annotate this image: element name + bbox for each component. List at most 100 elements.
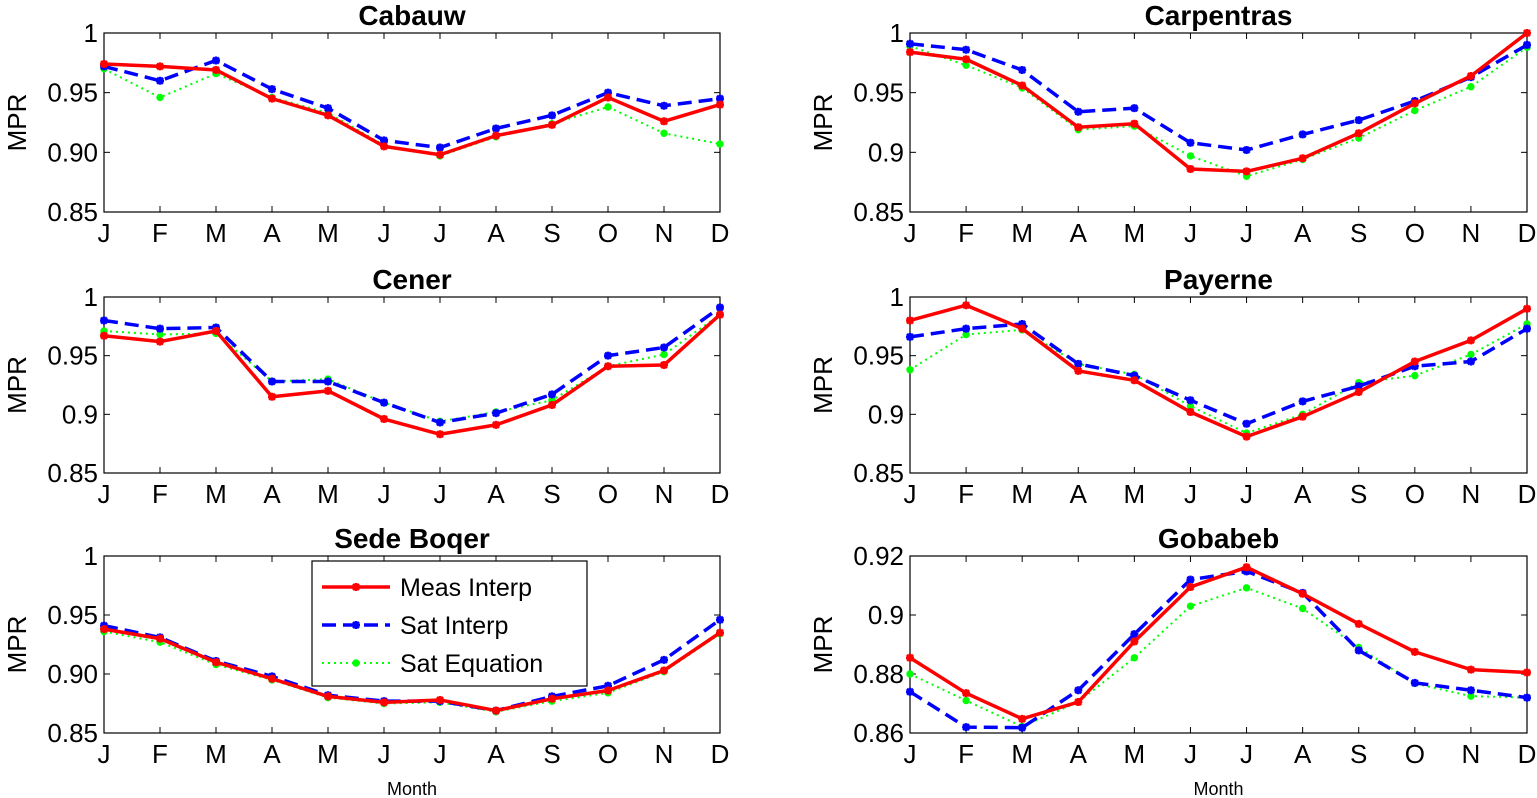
x-tick-label: S xyxy=(543,739,560,769)
x-tick-label: A xyxy=(1070,479,1088,509)
subplot-cabauw: Cabauw MPR 0.85 0.90 0.95 1 J F M A M J J A S O N D xyxy=(2,0,729,248)
data-point-meas-interp xyxy=(1130,119,1139,128)
x-tick-label: M xyxy=(1124,479,1146,509)
data-point-sat-equation xyxy=(962,696,970,705)
y-axis-label: MPR xyxy=(808,94,838,152)
x-tick-label: D xyxy=(1518,479,1537,509)
data-point-sat-interp xyxy=(1410,678,1419,687)
x-tick-label: D xyxy=(1518,218,1537,248)
x-tick-label: F xyxy=(152,479,168,509)
data-point-sat-interp xyxy=(1242,567,1251,576)
series-meas-interp xyxy=(100,310,724,439)
y-tick-label: 0.9 xyxy=(62,399,98,429)
data-point-meas-interp xyxy=(1018,714,1027,723)
y-tick-label: 0.95 xyxy=(853,341,904,371)
series-line-sat-interp xyxy=(909,322,1528,426)
y-axis-label: MPR xyxy=(2,94,32,152)
legend-marker-meas-interp xyxy=(352,583,360,591)
data-point-meas-interp xyxy=(380,142,388,151)
data-point-meas-interp xyxy=(1130,637,1139,646)
x-tick-label: J xyxy=(434,739,447,769)
data-point-sat-interp xyxy=(604,681,612,690)
data-point-sat-interp xyxy=(492,124,500,133)
data-point-meas-interp xyxy=(1130,376,1139,385)
data-point-sat-equation xyxy=(1242,584,1251,592)
data-point-sat-interp xyxy=(1466,357,1475,366)
x-tick-label: A xyxy=(263,218,281,248)
data-point-sat-interp xyxy=(660,101,668,110)
legend-marker-sat-equation xyxy=(352,659,360,667)
y-tick-label: 1 xyxy=(84,282,98,312)
data-point-sat-interp xyxy=(1523,324,1531,333)
panel-title: Cener xyxy=(372,264,451,295)
series-meas-interp xyxy=(100,60,724,159)
data-point-sat-interp xyxy=(156,76,164,85)
data-point-sat-interp xyxy=(1242,145,1251,154)
y-tick-label: 0.90 xyxy=(47,137,98,167)
x-tick-label: S xyxy=(543,218,560,248)
data-point-meas-interp xyxy=(380,415,388,424)
data-point-sat-equation xyxy=(1411,371,1419,380)
data-point-sat-interp xyxy=(1130,630,1139,639)
x-tick-label: S xyxy=(1350,479,1367,509)
data-point-meas-interp xyxy=(436,430,444,439)
subplot-payerne: Payerne MPR 0.85 0.9 0.95 1 J F M A M J J A S O N D xyxy=(808,264,1536,509)
x-tick-label: M xyxy=(317,479,339,509)
y-tick-label: 0.95 xyxy=(47,341,98,371)
data-point-meas-interp xyxy=(1410,357,1419,366)
data-point-sat-interp xyxy=(716,303,724,312)
data-point-meas-interp xyxy=(548,120,556,129)
x-tick-label: F xyxy=(152,218,168,248)
y-tick-label: 0.86 xyxy=(853,718,904,748)
x-tick-label: S xyxy=(543,479,560,509)
data-point-sat-interp xyxy=(962,324,971,333)
x-tick-label: N xyxy=(1462,479,1481,509)
data-point-meas-interp xyxy=(156,634,164,643)
x-tick-label: A xyxy=(1294,218,1312,248)
x-tick-label: N xyxy=(1462,739,1481,769)
x-tick-label: F xyxy=(958,739,974,769)
data-point-sat-interp xyxy=(962,723,971,732)
y-tick-label: 0.88 xyxy=(853,659,904,689)
x-tick-label: M xyxy=(1124,739,1146,769)
x-tick-label: J xyxy=(1240,479,1253,509)
data-point-meas-interp xyxy=(1354,129,1363,138)
y-tick-label: 0.90 xyxy=(47,659,98,689)
data-point-meas-interp xyxy=(100,625,108,634)
y-axis-label: MPR xyxy=(808,616,838,674)
axes-box xyxy=(909,296,1528,474)
data-point-meas-interp xyxy=(660,361,668,370)
y-axis-label: MPR xyxy=(808,356,838,414)
series-line-meas-interp xyxy=(103,627,721,713)
data-point-meas-interp xyxy=(1298,412,1307,421)
axes-box xyxy=(103,32,721,213)
data-point-sat-equation xyxy=(1411,106,1419,115)
x-tick-label: A xyxy=(1294,479,1312,509)
data-point-meas-interp xyxy=(1018,81,1027,90)
x-tick-label: A xyxy=(1294,739,1312,769)
series-line-meas-interp xyxy=(909,565,1528,721)
x-tick-label: N xyxy=(1462,218,1481,248)
data-point-sat-interp xyxy=(212,56,220,65)
data-point-meas-interp xyxy=(962,55,971,64)
data-point-sat-equation xyxy=(1467,350,1475,359)
y-tick-label: 0.9 xyxy=(868,137,904,167)
data-point-meas-interp xyxy=(100,60,108,69)
subplot-cener: Cener MPR 0.85 0.9 0.95 1 J F M A M J J A S O N D xyxy=(2,264,729,509)
series-line-meas-interp xyxy=(909,303,1528,439)
data-point-sat-interp xyxy=(436,418,444,427)
subplot-carpentras: Carpentras MPR 0.85 0.9 0.95 1 J F M A M J J A S O N D xyxy=(808,0,1536,248)
data-point-meas-interp xyxy=(1298,589,1307,598)
data-point-sat-interp xyxy=(1410,362,1419,371)
subplot-gobabeb: Gobabeb MPR 0.86 0.88 0.9 0.92 J F M A M J J A S O N D Mon… xyxy=(808,523,1536,798)
data-point-sat-equation xyxy=(1186,602,1195,610)
data-point-meas-interp xyxy=(1466,336,1475,345)
y-tick-label: 0.85 xyxy=(853,197,904,227)
data-point-meas-interp xyxy=(1186,582,1195,591)
data-point-sat-interp xyxy=(380,136,388,145)
data-point-sat-interp xyxy=(716,615,724,624)
data-point-sat-interp xyxy=(1130,104,1139,113)
x-tick-label: O xyxy=(598,218,618,248)
data-point-meas-interp xyxy=(1298,154,1307,163)
